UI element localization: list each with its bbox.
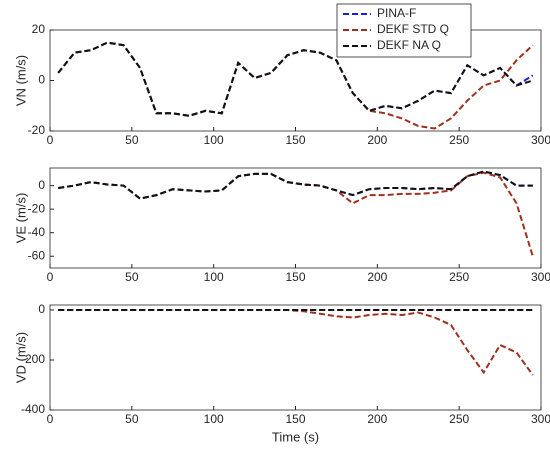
y-tick-label: -20: [28, 201, 46, 215]
x-tick-label: 100: [204, 133, 224, 147]
x-tick-label: 150: [285, 133, 305, 147]
series-line: [58, 309, 534, 376]
x-tick-label: 50: [125, 412, 139, 426]
series-line: [58, 171, 534, 257]
x-tick-label: 250: [449, 412, 469, 426]
y-tick-label: 0: [38, 302, 45, 316]
series-line: [58, 170, 533, 200]
x-tick-label: 250: [449, 270, 469, 284]
series-line: [57, 41, 534, 117]
x-tick-label: 250: [449, 133, 469, 147]
x-tick-label: 0: [47, 412, 54, 426]
plot-frame: [49, 167, 542, 269]
y-tick-label: -60: [28, 248, 46, 262]
legend-label: DEKF NA Q: [377, 38, 441, 52]
series-line: [58, 170, 533, 200]
x-tick-label: 300: [531, 270, 550, 284]
x-tick-label: 150: [285, 412, 305, 426]
y-axis-label: VE (m/s): [13, 193, 28, 244]
legend-label: PINA-F: [377, 6, 416, 20]
y-tick-label: -200: [21, 352, 45, 366]
x-tick-label: 300: [531, 133, 550, 147]
x-tick-label: 50: [125, 133, 139, 147]
y-tick-label: -40: [28, 225, 46, 239]
y-tick-label: 0: [38, 178, 45, 192]
x-tick-label: 200: [367, 270, 387, 284]
x-tick-label: 200: [367, 133, 387, 147]
x-tick-label: 150: [285, 270, 305, 284]
y-axis-label: VD (m/s): [13, 332, 28, 383]
legend: PINA-F DEKF STD Q DEKF NA Q: [336, 3, 472, 58]
y-tick-label: 0: [38, 73, 45, 87]
x-tick-label: 50: [125, 270, 139, 284]
y-tick-label: -400: [21, 402, 45, 416]
x-tick-label: 200: [367, 412, 387, 426]
x-axis-label: Time (s): [272, 429, 319, 444]
x-tick-label: 100: [204, 412, 224, 426]
x-tick-label: 0: [47, 270, 54, 284]
plot-frame: [49, 304, 542, 411]
x-tick-label: 0: [47, 133, 54, 147]
x-tick-label: 100: [204, 270, 224, 284]
legend-box: [336, 3, 472, 58]
legend-label: DEKF STD Q: [377, 22, 449, 36]
y-tick-label: 20: [32, 22, 46, 36]
y-tick-label: -20: [28, 123, 46, 137]
y-axis-label: VN (m/s): [13, 55, 28, 106]
x-tick-label: 300: [531, 412, 550, 426]
